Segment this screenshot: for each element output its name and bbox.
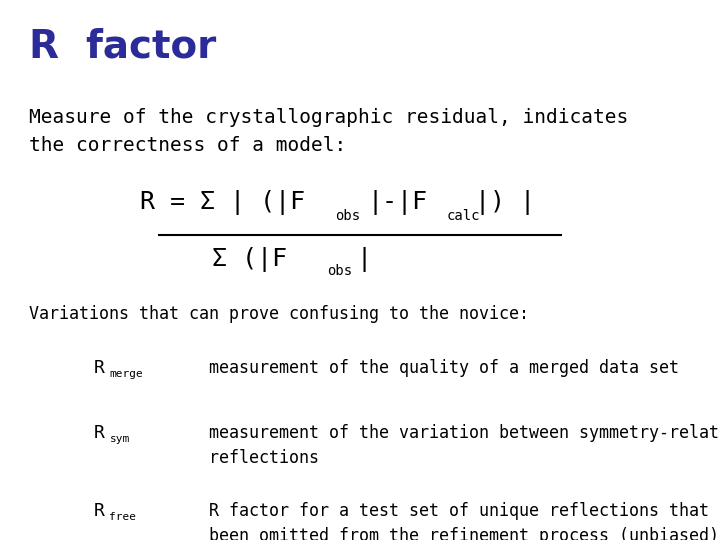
Text: obs: obs <box>328 264 353 278</box>
Text: R factor for a test set of unique reflections that have
been omitted from the re: R factor for a test set of unique reflec… <box>209 502 720 540</box>
Text: |) |: |) | <box>475 190 535 215</box>
Text: R: R <box>94 359 104 377</box>
Text: R  factor: R factor <box>29 27 216 65</box>
Text: Σ (|F: Σ (|F <box>212 247 287 272</box>
Text: calc: calc <box>446 209 480 223</box>
Text: measurement of the variation between symmetry-related
reflections: measurement of the variation between sym… <box>209 424 720 467</box>
Text: |: | <box>356 247 372 272</box>
Text: obs: obs <box>335 209 360 223</box>
Text: free: free <box>109 512 137 522</box>
Text: sym: sym <box>109 434 130 444</box>
Text: R: R <box>94 502 104 520</box>
Text: merge: merge <box>109 369 143 379</box>
Text: R: R <box>94 424 104 442</box>
Text: |-|F: |-|F <box>367 190 427 215</box>
Text: measurement of the quality of a merged data set: measurement of the quality of a merged d… <box>209 359 679 377</box>
Text: Measure of the crystallographic residual, indicates
the correctness of a model:: Measure of the crystallographic residual… <box>29 108 628 155</box>
Text: Variations that can prove confusing to the novice:: Variations that can prove confusing to t… <box>29 305 528 323</box>
Text: R = Σ | (|F: R = Σ | (|F <box>140 190 305 215</box>
